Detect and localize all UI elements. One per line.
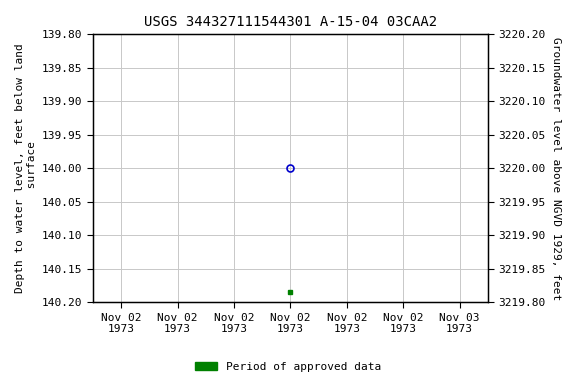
- Y-axis label: Depth to water level, feet below land
 surface: Depth to water level, feet below land su…: [15, 43, 37, 293]
- Y-axis label: Groundwater level above NGVD 1929, feet: Groundwater level above NGVD 1929, feet: [551, 37, 561, 300]
- Legend: Period of approved data: Period of approved data: [191, 358, 385, 377]
- Title: USGS 344327111544301 A-15-04 03CAA2: USGS 344327111544301 A-15-04 03CAA2: [144, 15, 437, 29]
